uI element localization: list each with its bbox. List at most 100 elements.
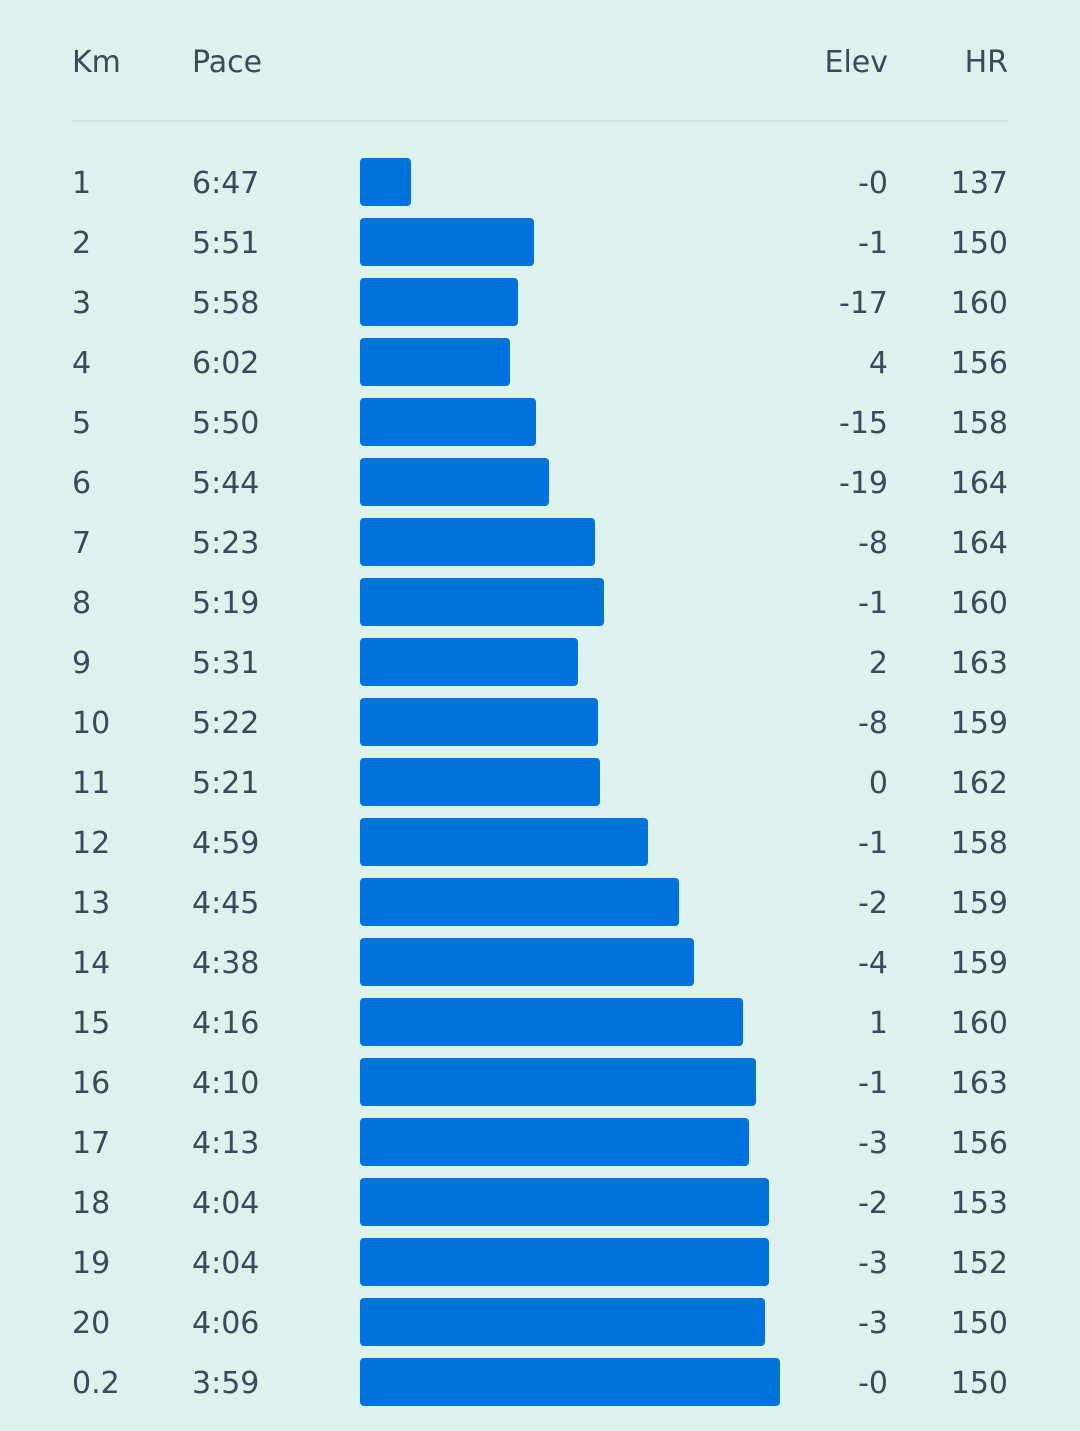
split-hr: 150 [950, 1306, 1008, 1341]
split-row: 20 4:06 -3 150 [0, 1294, 1080, 1354]
split-km: 9 [72, 646, 92, 681]
split-km: 20 [72, 1306, 111, 1341]
split-km: 6 [72, 466, 92, 501]
split-hr: 156 [950, 346, 1008, 381]
split-pace: 4:16 [192, 1006, 260, 1041]
pace-bar [360, 1238, 769, 1286]
split-hr: 156 [950, 1126, 1008, 1161]
split-km: 19 [72, 1246, 111, 1281]
pace-bar [360, 878, 679, 926]
split-km: 17 [72, 1126, 111, 1161]
split-row: 11 5:21 0 162 [0, 754, 1080, 814]
split-km: 3 [72, 286, 92, 321]
split-km: 4 [72, 346, 92, 381]
split-pace: 5:21 [192, 766, 260, 801]
split-row: 15 4:16 1 160 [0, 994, 1080, 1054]
split-km: 14 [72, 946, 111, 981]
split-pace: 5:50 [192, 406, 260, 441]
split-row: 4 6:02 4 156 [0, 334, 1080, 394]
split-hr: 158 [950, 406, 1008, 441]
split-km: 8 [72, 586, 92, 621]
split-km: 0.2 [72, 1366, 120, 1401]
split-hr: 137 [950, 166, 1008, 201]
split-elev: -17 [839, 286, 888, 321]
pace-bar [360, 1358, 780, 1406]
split-row: 19 4:04 -3 152 [0, 1234, 1080, 1294]
header-divider [72, 120, 1008, 122]
split-elev: -1 [858, 586, 888, 621]
split-pace: 5:44 [192, 466, 260, 501]
split-elev: 0 [868, 766, 888, 801]
split-row: 17 4:13 -3 156 [0, 1114, 1080, 1174]
split-row: 14 4:38 -4 159 [0, 934, 1080, 994]
split-hr: 150 [950, 226, 1008, 261]
column-header-hr: HR [964, 45, 1008, 80]
pace-bar [360, 818, 648, 866]
split-elev: -1 [858, 826, 888, 861]
split-km: 10 [72, 706, 111, 741]
split-elev: -8 [858, 706, 888, 741]
split-pace: 4:38 [192, 946, 260, 981]
split-elev: -3 [858, 1306, 888, 1341]
split-elev: -4 [858, 946, 888, 981]
split-km: 1 [72, 166, 92, 201]
split-row: 9 5:31 2 163 [0, 634, 1080, 694]
split-km: 15 [72, 1006, 111, 1041]
pace-bar [360, 998, 743, 1046]
split-hr: 160 [950, 1006, 1008, 1041]
pace-bar [360, 278, 518, 326]
split-hr: 152 [950, 1246, 1008, 1281]
split-elev: -2 [858, 1186, 888, 1221]
split-hr: 159 [950, 706, 1008, 741]
split-km: 16 [72, 1066, 111, 1101]
split-km: 11 [72, 766, 111, 801]
pace-bar [360, 1178, 769, 1226]
split-hr: 164 [950, 526, 1008, 561]
column-header-pace: Pace [192, 45, 263, 80]
split-elev: -0 [858, 1366, 888, 1401]
split-row: 13 4:45 -2 159 [0, 874, 1080, 934]
split-pace: 4:06 [192, 1306, 260, 1341]
split-elev: 2 [868, 646, 888, 681]
pace-bar [360, 398, 536, 446]
splits-header: Km Pace Elev HR [0, 0, 1080, 122]
pace-bar [360, 458, 549, 506]
split-pace: 5:19 [192, 586, 260, 621]
split-elev: -1 [858, 1066, 888, 1101]
pace-bar [360, 218, 534, 266]
pace-bar [360, 1058, 756, 1106]
split-elev: -19 [839, 466, 888, 501]
split-row: 3 5:58 -17 160 [0, 274, 1080, 334]
split-hr: 159 [950, 886, 1008, 921]
split-pace: 5:22 [192, 706, 260, 741]
pace-bar [360, 758, 600, 806]
split-hr: 162 [950, 766, 1008, 801]
split-hr: 158 [950, 826, 1008, 861]
split-elev: -0 [858, 166, 888, 201]
split-elev: -2 [858, 886, 888, 921]
split-row: 12 4:59 -1 158 [0, 814, 1080, 874]
pace-bar [360, 578, 604, 626]
split-row: 10 5:22 -8 159 [0, 694, 1080, 754]
pace-bar [360, 158, 411, 206]
split-elev: 1 [868, 1006, 888, 1041]
split-hr: 150 [950, 1366, 1008, 1401]
split-row: 6 5:44 -19 164 [0, 454, 1080, 514]
pace-bar [360, 1118, 749, 1166]
split-elev: -3 [858, 1246, 888, 1281]
split-pace: 4:10 [192, 1066, 260, 1101]
pace-bar [360, 338, 510, 386]
split-elev: -1 [858, 226, 888, 261]
pace-bar [360, 518, 595, 566]
split-elev: -8 [858, 526, 888, 561]
split-elev: 4 [868, 346, 888, 381]
split-row: 5 5:50 -15 158 [0, 394, 1080, 454]
pace-bar [360, 1298, 765, 1346]
split-pace: 6:02 [192, 346, 260, 381]
split-km: 2 [72, 226, 92, 261]
split-row: 8 5:19 -1 160 [0, 574, 1080, 634]
pace-bar [360, 938, 694, 986]
split-elev: -3 [858, 1126, 888, 1161]
split-row: 7 5:23 -8 164 [0, 514, 1080, 574]
split-pace: 5:58 [192, 286, 260, 321]
